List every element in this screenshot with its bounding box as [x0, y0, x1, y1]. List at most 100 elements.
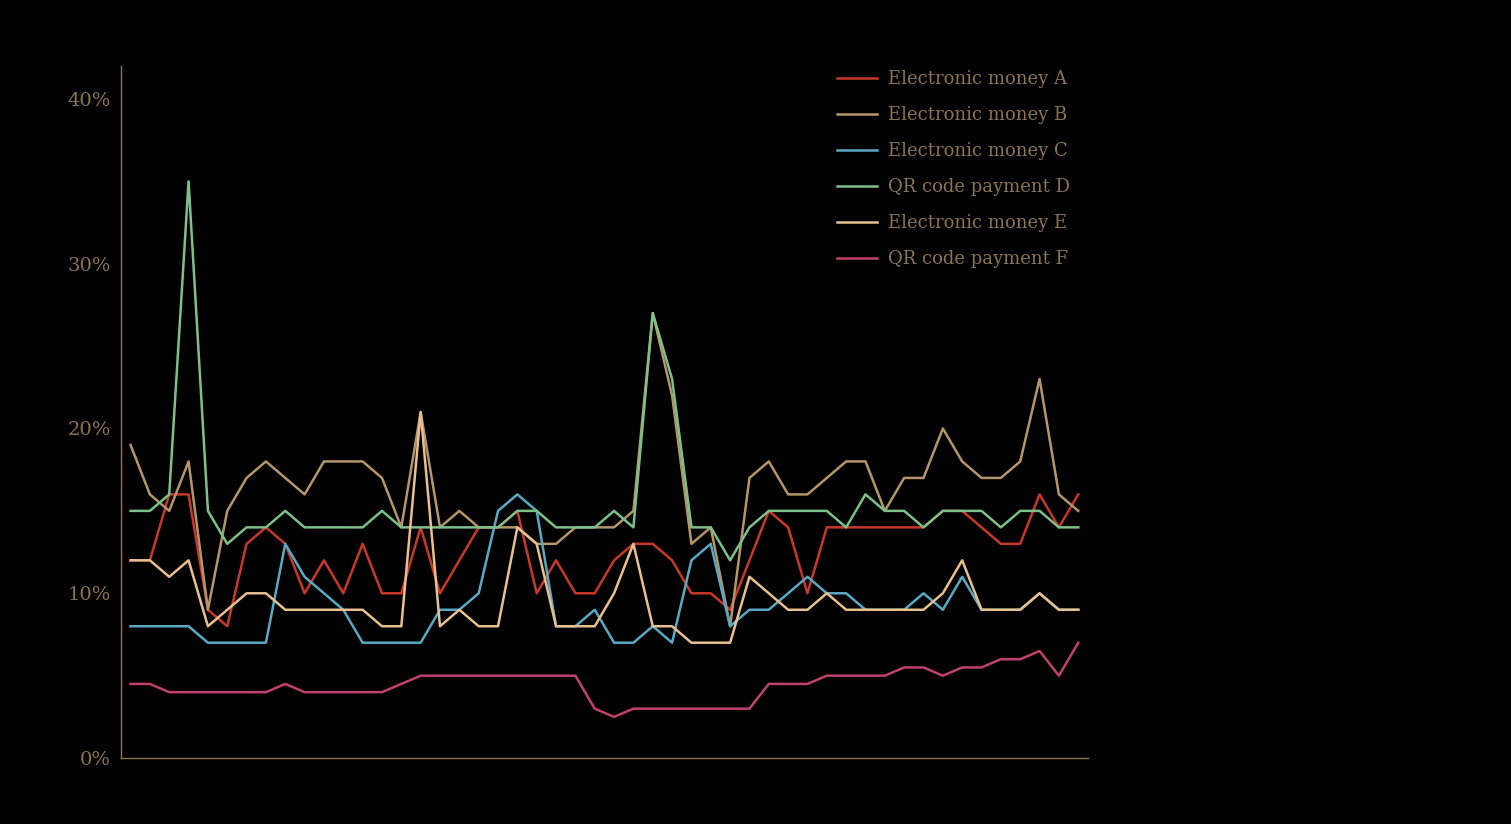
Electronic money A	[991, 539, 1009, 549]
Electronic money C	[798, 572, 816, 582]
Electronic money B	[837, 456, 855, 466]
Electronic money E	[644, 621, 662, 631]
QR code payment D	[837, 522, 855, 532]
Electronic money E	[470, 621, 488, 631]
Electronic money B	[470, 522, 488, 532]
QR code payment F	[683, 704, 701, 714]
QR code payment D	[817, 506, 836, 516]
QR code payment F	[314, 687, 332, 697]
Electronic money A	[199, 605, 218, 615]
QR code payment D	[973, 506, 991, 516]
Electronic money C	[314, 588, 332, 598]
Electronic money C	[644, 621, 662, 631]
Legend: Electronic money A, Electronic money B, Electronic money C, QR code payment D, E: Electronic money A, Electronic money B, …	[828, 61, 1079, 278]
QR code payment F	[857, 671, 875, 681]
Electronic money C	[508, 489, 526, 499]
Electronic money B	[953, 456, 972, 466]
Electronic money B	[624, 506, 642, 516]
Electronic money A	[780, 522, 798, 532]
Electronic money A	[1011, 539, 1029, 549]
QR code payment D	[567, 522, 585, 532]
Electronic money A	[431, 588, 449, 598]
QR code payment F	[973, 662, 991, 672]
Electronic money C	[857, 605, 875, 615]
Electronic money A	[508, 506, 526, 516]
QR code payment F	[876, 671, 895, 681]
QR code payment F	[624, 704, 642, 714]
QR code payment D	[1050, 522, 1068, 532]
Electronic money E	[508, 522, 526, 532]
Electronic money C	[701, 539, 719, 549]
Electronic money E	[604, 588, 623, 598]
Electronic money B	[895, 473, 913, 483]
Electronic money E	[411, 407, 429, 417]
QR code payment D	[160, 489, 178, 499]
Electronic money C	[121, 621, 139, 631]
Line: Electronic money A: Electronic money A	[130, 494, 1079, 626]
Electronic money B	[527, 539, 545, 549]
Electronic money B	[257, 456, 275, 466]
Electronic money B	[296, 489, 314, 499]
Electronic money B	[721, 621, 739, 631]
Electronic money E	[780, 605, 798, 615]
Electronic money A	[798, 588, 816, 598]
QR code payment D	[701, 522, 719, 532]
Electronic money E	[701, 638, 719, 648]
Electronic money C	[490, 506, 508, 516]
QR code payment F	[411, 671, 429, 681]
Electronic money A	[934, 506, 952, 516]
Line: Electronic money E: Electronic money E	[130, 412, 1079, 643]
Electronic money E	[914, 605, 932, 615]
Electronic money A	[470, 522, 488, 532]
QR code payment F	[490, 671, 508, 681]
Electronic money A	[760, 506, 778, 516]
QR code payment F	[237, 687, 255, 697]
Electronic money C	[411, 638, 429, 648]
Electronic money A	[257, 522, 275, 532]
QR code payment D	[237, 522, 255, 532]
Electronic money A	[334, 588, 352, 598]
Electronic money A	[973, 522, 991, 532]
Electronic money B	[199, 605, 218, 615]
Electronic money A	[1050, 522, 1068, 532]
Electronic money B	[334, 456, 352, 466]
Electronic money C	[470, 588, 488, 598]
Electronic money C	[277, 539, 295, 549]
Electronic money C	[876, 605, 895, 615]
Electronic money C	[817, 588, 836, 598]
Electronic money E	[450, 605, 468, 615]
QR code payment F	[760, 679, 778, 689]
Electronic money A	[683, 588, 701, 598]
QR code payment D	[490, 522, 508, 532]
QR code payment D	[121, 506, 139, 516]
Electronic money B	[180, 456, 198, 466]
Electronic money C	[663, 638, 681, 648]
Electronic money B	[1050, 489, 1068, 499]
Electronic money E	[663, 621, 681, 631]
QR code payment D	[296, 522, 314, 532]
Electronic money C	[586, 605, 604, 615]
Electronic money A	[490, 522, 508, 532]
Electronic money C	[837, 588, 855, 598]
Electronic money B	[1070, 506, 1088, 516]
Electronic money B	[547, 539, 565, 549]
Electronic money E	[683, 638, 701, 648]
Electronic money E	[1011, 605, 1029, 615]
Electronic money E	[277, 605, 295, 615]
Electronic money A	[586, 588, 604, 598]
Electronic money C	[450, 605, 468, 615]
Electronic money A	[393, 588, 411, 598]
Electronic money B	[644, 308, 662, 318]
Electronic money C	[1050, 605, 1068, 615]
Electronic money C	[895, 605, 913, 615]
Electronic money B	[663, 391, 681, 400]
QR code payment D	[257, 522, 275, 532]
QR code payment D	[1031, 506, 1049, 516]
QR code payment F	[663, 704, 681, 714]
Electronic money A	[411, 522, 429, 532]
Electronic money E	[817, 588, 836, 598]
Electronic money C	[1031, 588, 1049, 598]
QR code payment F	[180, 687, 198, 697]
Electronic money C	[934, 605, 952, 615]
Electronic money A	[160, 489, 178, 499]
